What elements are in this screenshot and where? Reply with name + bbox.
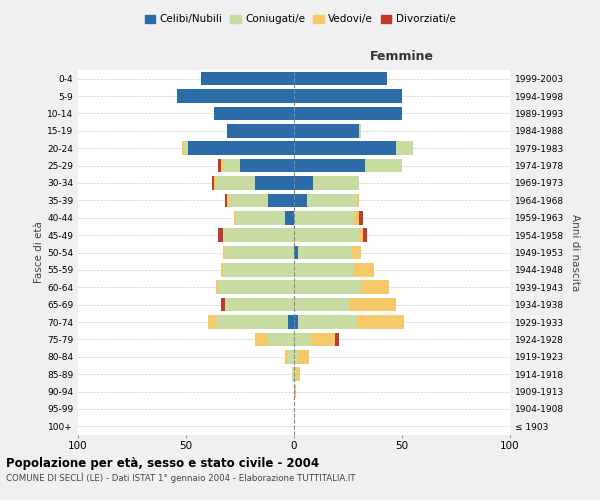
Bar [294, 72, 387, 86]
Bar [218, 228, 223, 242]
Bar [356, 315, 404, 329]
Bar [223, 263, 294, 276]
Bar [294, 228, 359, 242]
Bar [294, 211, 355, 224]
Bar [395, 142, 413, 155]
Bar [311, 332, 335, 346]
Bar [294, 280, 361, 294]
Y-axis label: Fasce di età: Fasce di età [34, 222, 44, 284]
Bar [212, 176, 214, 190]
Bar [294, 368, 296, 381]
Bar [294, 124, 359, 138]
Bar [298, 315, 356, 329]
Bar [216, 176, 255, 190]
Legend: Celibi/Nubili, Coniugati/e, Vedovi/e, Divorziati/e: Celibi/Nubili, Coniugati/e, Vedovi/e, Di… [140, 10, 460, 29]
Bar [313, 176, 359, 190]
Bar [178, 90, 294, 103]
Bar [218, 159, 221, 172]
Bar [214, 176, 216, 190]
Bar [286, 350, 287, 364]
Bar [255, 332, 268, 346]
Bar [359, 228, 363, 242]
Bar [294, 90, 402, 103]
Bar [221, 263, 223, 276]
Bar [216, 315, 287, 329]
Bar [221, 159, 223, 172]
Bar [361, 280, 389, 294]
Bar [298, 350, 309, 364]
Bar [223, 159, 240, 172]
Bar [359, 211, 363, 224]
Y-axis label: Anni di nascita: Anni di nascita [569, 214, 580, 291]
Bar [307, 194, 356, 207]
Bar [294, 106, 402, 120]
Bar [294, 385, 296, 398]
Bar [294, 298, 350, 312]
Bar [225, 194, 227, 207]
Bar [184, 142, 188, 155]
Bar [268, 332, 294, 346]
Bar [236, 211, 286, 224]
Bar [223, 246, 225, 260]
Bar [233, 211, 236, 224]
Bar [287, 350, 294, 364]
Bar [182, 142, 184, 155]
Bar [355, 211, 359, 224]
Bar [218, 280, 294, 294]
Bar [294, 194, 307, 207]
Bar [294, 350, 298, 364]
Bar [240, 159, 294, 172]
Bar [223, 228, 294, 242]
Bar [294, 246, 298, 260]
Bar [298, 246, 352, 260]
Bar [225, 298, 294, 312]
Text: Popolazione per età, sesso e stato civile - 2004: Popolazione per età, sesso e stato civil… [6, 458, 319, 470]
Bar [355, 263, 374, 276]
Bar [227, 124, 294, 138]
Bar [214, 106, 294, 120]
Bar [359, 124, 361, 138]
Bar [363, 228, 367, 242]
Bar [335, 332, 340, 346]
Bar [221, 298, 225, 312]
Bar [292, 368, 294, 381]
Bar [216, 280, 218, 294]
Bar [255, 176, 294, 190]
Text: Femmine: Femmine [370, 50, 434, 62]
Bar [294, 315, 298, 329]
Bar [286, 211, 294, 224]
Bar [268, 194, 294, 207]
Text: COMUNE DI SECLÌ (LE) - Dati ISTAT 1° gennaio 2004 - Elaborazione TUTTITALIA.IT: COMUNE DI SECLÌ (LE) - Dati ISTAT 1° gen… [6, 472, 355, 483]
Bar [227, 194, 229, 207]
Bar [201, 72, 294, 86]
Bar [296, 368, 301, 381]
Bar [208, 315, 216, 329]
Bar [294, 142, 395, 155]
Bar [229, 194, 268, 207]
Bar [294, 332, 311, 346]
Bar [352, 246, 361, 260]
Bar [294, 159, 365, 172]
Bar [365, 159, 402, 172]
Bar [225, 246, 294, 260]
Bar [356, 194, 359, 207]
Bar [188, 142, 294, 155]
Bar [294, 263, 355, 276]
Bar [294, 176, 313, 190]
Bar [350, 298, 395, 312]
Bar [287, 315, 294, 329]
